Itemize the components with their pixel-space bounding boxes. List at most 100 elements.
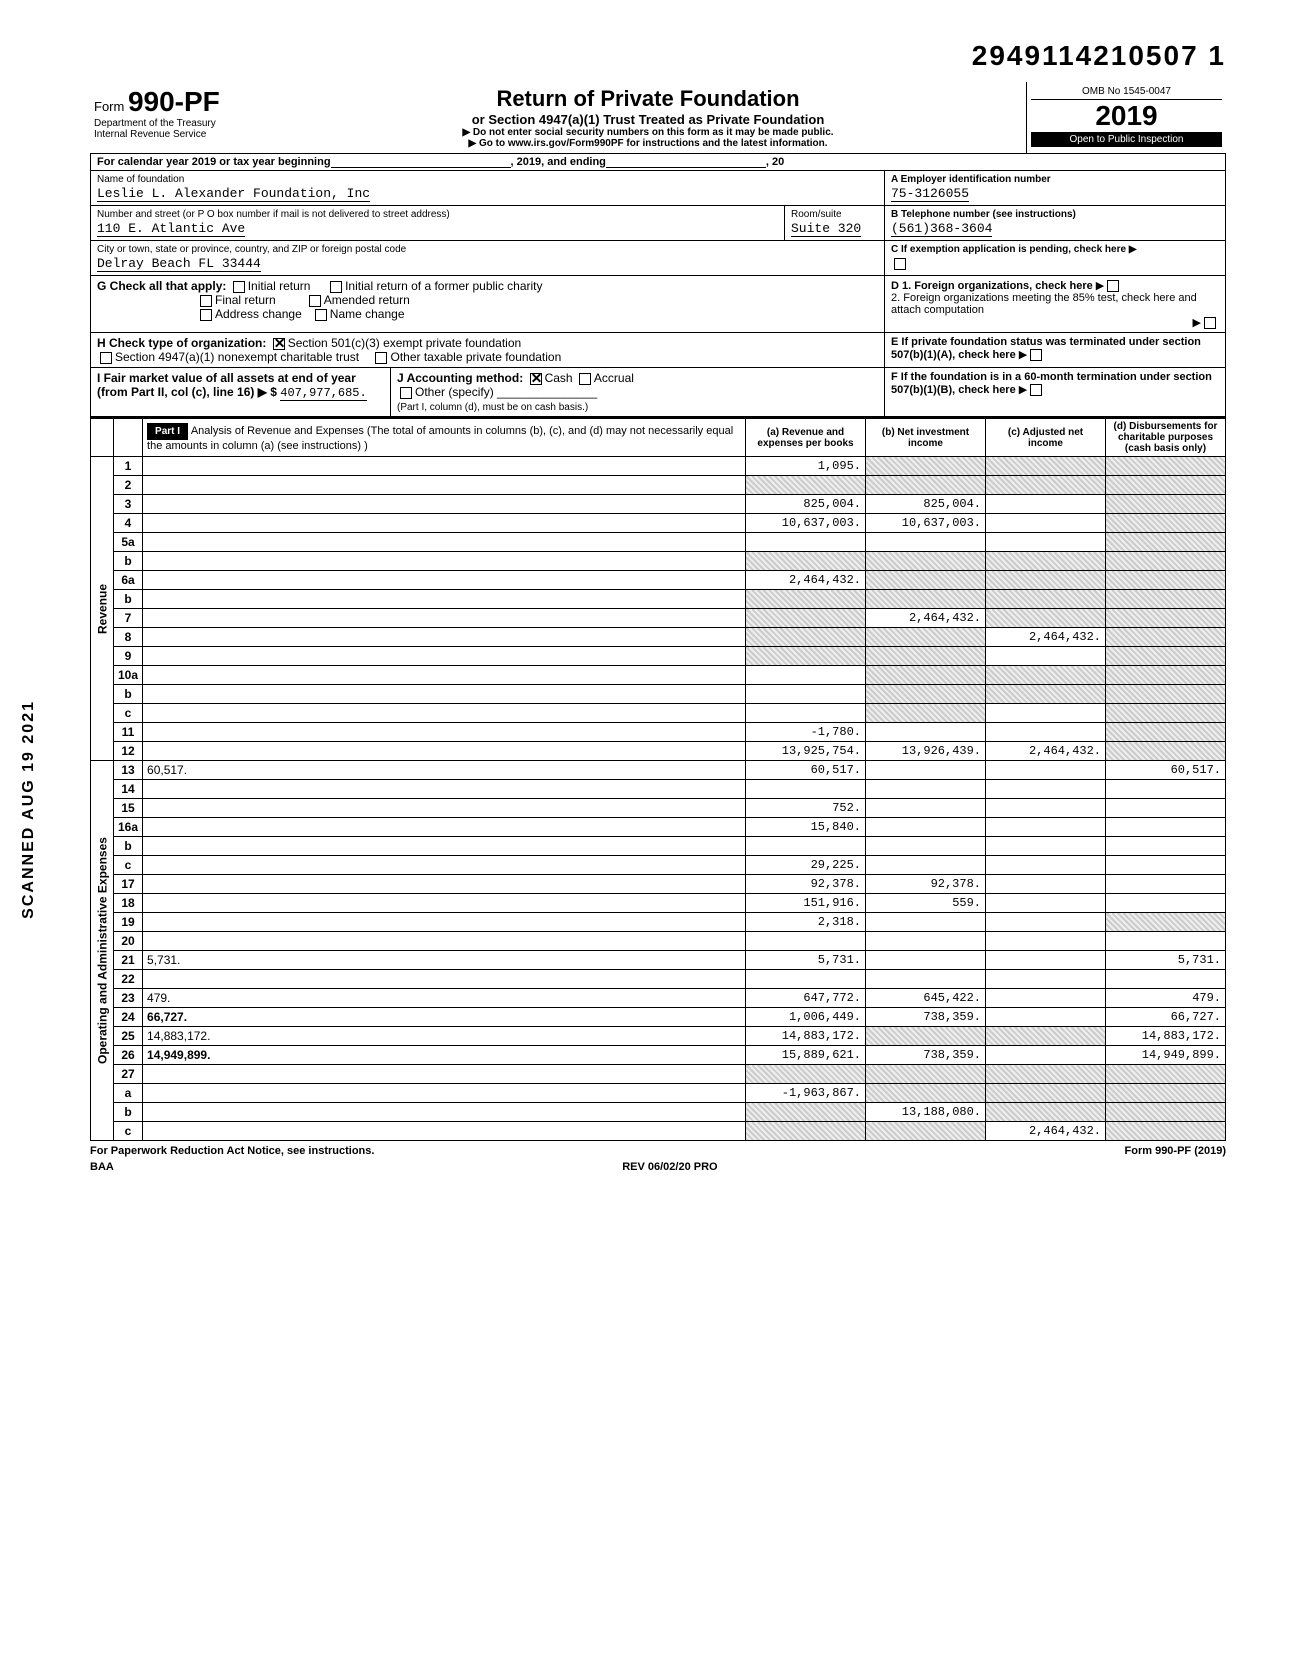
j-cash-checkbox[interactable] xyxy=(530,373,542,385)
col-b-value xyxy=(866,799,986,818)
form-footer: For Paperwork Reduction Act Notice, see … xyxy=(90,1145,1226,1157)
d1-checkbox[interactable] xyxy=(1107,280,1119,292)
line-description xyxy=(143,571,746,590)
exemption-pending-checkbox[interactable] xyxy=(894,258,906,270)
col-d-value xyxy=(1106,495,1226,514)
line-description xyxy=(143,1103,746,1122)
form-subtitle: or Section 4947(a)(1) Trust Treated as P… xyxy=(274,112,1022,127)
col-b-value xyxy=(866,647,986,666)
line-number: 27 xyxy=(114,1065,143,1084)
col-d-value xyxy=(1106,932,1226,951)
col-b-value xyxy=(866,533,986,552)
col-c-value xyxy=(986,1008,1106,1027)
col-c-value xyxy=(986,457,1106,476)
col-b-value xyxy=(866,552,986,571)
col-b-value xyxy=(866,818,986,837)
g-amended-checkbox[interactable] xyxy=(309,295,321,307)
line-description xyxy=(143,932,746,951)
line-description xyxy=(143,495,746,514)
col-c-value xyxy=(986,571,1106,590)
col-c-value xyxy=(986,970,1106,989)
col-d-value xyxy=(1106,856,1226,875)
line-number: 23 xyxy=(114,989,143,1008)
col-d-value xyxy=(1106,1084,1226,1103)
col-c-value xyxy=(986,761,1106,780)
h-501c3-checkbox[interactable] xyxy=(273,338,285,350)
g-amended: Amended return xyxy=(324,293,410,307)
col-d-value xyxy=(1106,799,1226,818)
line-description: 60,517. xyxy=(143,761,746,780)
ein-value: 75-3126055 xyxy=(891,186,969,202)
line-number: 17 xyxy=(114,875,143,894)
line-number: 1 xyxy=(114,457,143,476)
g-address-change-checkbox[interactable] xyxy=(200,309,212,321)
revenue-section-label: Revenue xyxy=(91,457,114,761)
line-description xyxy=(143,742,746,761)
h-4947-checkbox[interactable] xyxy=(100,352,112,364)
j-accrual-checkbox[interactable] xyxy=(579,373,591,385)
part1-title: Analysis of Revenue and Expenses (The to… xyxy=(147,425,733,452)
line-number: 12 xyxy=(114,742,143,761)
col-c-value xyxy=(986,685,1106,704)
g-name-change: Name change xyxy=(330,307,405,321)
g-initial-return-checkbox[interactable] xyxy=(233,281,245,293)
ssn-warning: ▶ Do not enter social security numbers o… xyxy=(274,127,1022,138)
f-checkbox[interactable] xyxy=(1030,384,1042,396)
line-number: 7 xyxy=(114,609,143,628)
line-description xyxy=(143,1084,746,1103)
line-number: 22 xyxy=(114,970,143,989)
col-b-value xyxy=(866,761,986,780)
j-other-checkbox[interactable] xyxy=(400,387,412,399)
col-c-value xyxy=(986,476,1106,495)
col-b-value xyxy=(866,780,986,799)
d2-checkbox[interactable] xyxy=(1204,317,1216,329)
col-b-value: 13,926,439. xyxy=(866,742,986,761)
line-number: c xyxy=(114,856,143,875)
line-description xyxy=(143,628,746,647)
e-checkbox[interactable] xyxy=(1030,349,1042,361)
line-number: 26 xyxy=(114,1046,143,1065)
col-c-value xyxy=(986,533,1106,552)
g-final-return-checkbox[interactable] xyxy=(200,295,212,307)
exemption-pending-label: C If exemption application is pending, c… xyxy=(891,244,1219,255)
line-description xyxy=(143,704,746,723)
col-a-value: 60,517. xyxy=(746,761,866,780)
col-d-value xyxy=(1106,1065,1226,1084)
j-other: Other (specify) xyxy=(415,385,494,399)
col-d-value xyxy=(1106,818,1226,837)
line-number: b xyxy=(114,685,143,704)
h-label: H Check type of organization: xyxy=(97,336,266,350)
line-number: c xyxy=(114,704,143,723)
col-c-value xyxy=(986,989,1106,1008)
g-initial-former: Initial return of a former public charit… xyxy=(345,279,542,293)
j-label: J Accounting method: xyxy=(397,371,523,385)
line-number: 4 xyxy=(114,514,143,533)
col-d-value xyxy=(1106,837,1226,856)
line-description xyxy=(143,837,746,856)
col-c-value xyxy=(986,514,1106,533)
col-c-value xyxy=(986,1103,1106,1122)
col-b-value xyxy=(866,1065,986,1084)
col-c-value xyxy=(986,1046,1106,1065)
col-a-value: 15,889,621. xyxy=(746,1046,866,1065)
col-b-value: 645,422. xyxy=(866,989,986,1008)
col-d-value xyxy=(1106,723,1226,742)
line-number: 8 xyxy=(114,628,143,647)
scanned-stamp: SCANNED AUG 19 2021 xyxy=(20,700,38,919)
room-value: Suite 320 xyxy=(791,221,861,237)
line-description xyxy=(143,723,746,742)
col-c-value xyxy=(986,932,1106,951)
col-d-value xyxy=(1106,571,1226,590)
g-initial-former-checkbox[interactable] xyxy=(330,281,342,293)
line-number: b xyxy=(114,552,143,571)
line-description xyxy=(143,856,746,875)
col-b-value xyxy=(866,571,986,590)
col-d-value xyxy=(1106,780,1226,799)
col-a-value: 752. xyxy=(746,799,866,818)
h-other-checkbox[interactable] xyxy=(375,352,387,364)
col-b-value xyxy=(866,913,986,932)
line-description: 479. xyxy=(143,989,746,1008)
line-description xyxy=(143,913,746,932)
g-name-change-checkbox[interactable] xyxy=(315,309,327,321)
col-d-header: (d) Disbursements for charitable purpose… xyxy=(1106,419,1226,457)
